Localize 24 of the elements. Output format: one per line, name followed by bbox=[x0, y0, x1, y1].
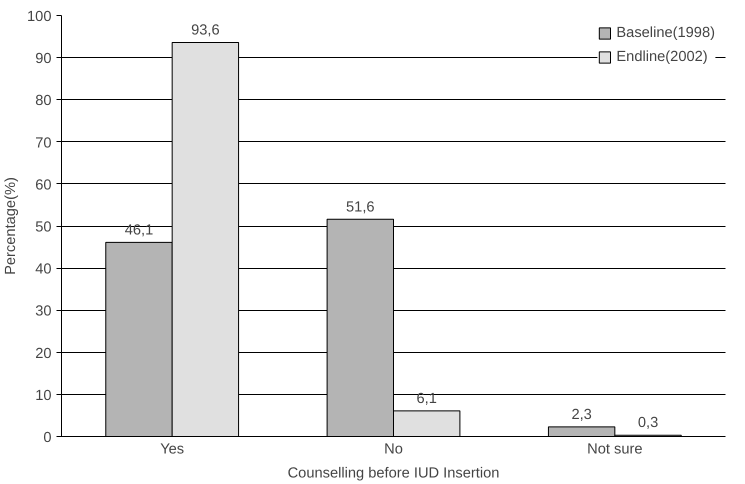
data-label: 2,3 bbox=[571, 406, 592, 423]
legend-label: Baseline(1998) bbox=[616, 25, 715, 41]
y-tick-label: 0 bbox=[43, 430, 52, 446]
y-tick-label: 50 bbox=[35, 220, 52, 236]
y-tick-label: 80 bbox=[35, 93, 52, 110]
data-label: 6,1 bbox=[416, 390, 437, 407]
data-label: 0,3 bbox=[638, 415, 658, 432]
y-tick-label: 30 bbox=[35, 304, 52, 320]
y-tick-label: 20 bbox=[35, 346, 52, 362]
y-tick-label: 100 bbox=[27, 9, 52, 25]
data-label: 46,1 bbox=[124, 222, 154, 238]
y-axis-title: Percentage(%) bbox=[3, 177, 20, 275]
y-tick-label: 10 bbox=[35, 388, 52, 404]
legend-label: Endline(2002) bbox=[616, 49, 708, 65]
y-tick-label: 60 bbox=[35, 177, 52, 194]
data-label: 93,6 bbox=[191, 22, 220, 38]
y-tick-label: 70 bbox=[35, 135, 52, 152]
x-tick-label: Not sure bbox=[587, 442, 643, 458]
x-tick-label: No bbox=[384, 442, 403, 458]
y-tick-label: 40 bbox=[35, 262, 52, 278]
x-tick-label: Yes bbox=[160, 442, 184, 458]
data-label: 51,6 bbox=[346, 199, 375, 216]
x-axis-title: Counselling before IUD Insertion bbox=[288, 466, 500, 482]
y-tick-label: 90 bbox=[35, 51, 52, 68]
